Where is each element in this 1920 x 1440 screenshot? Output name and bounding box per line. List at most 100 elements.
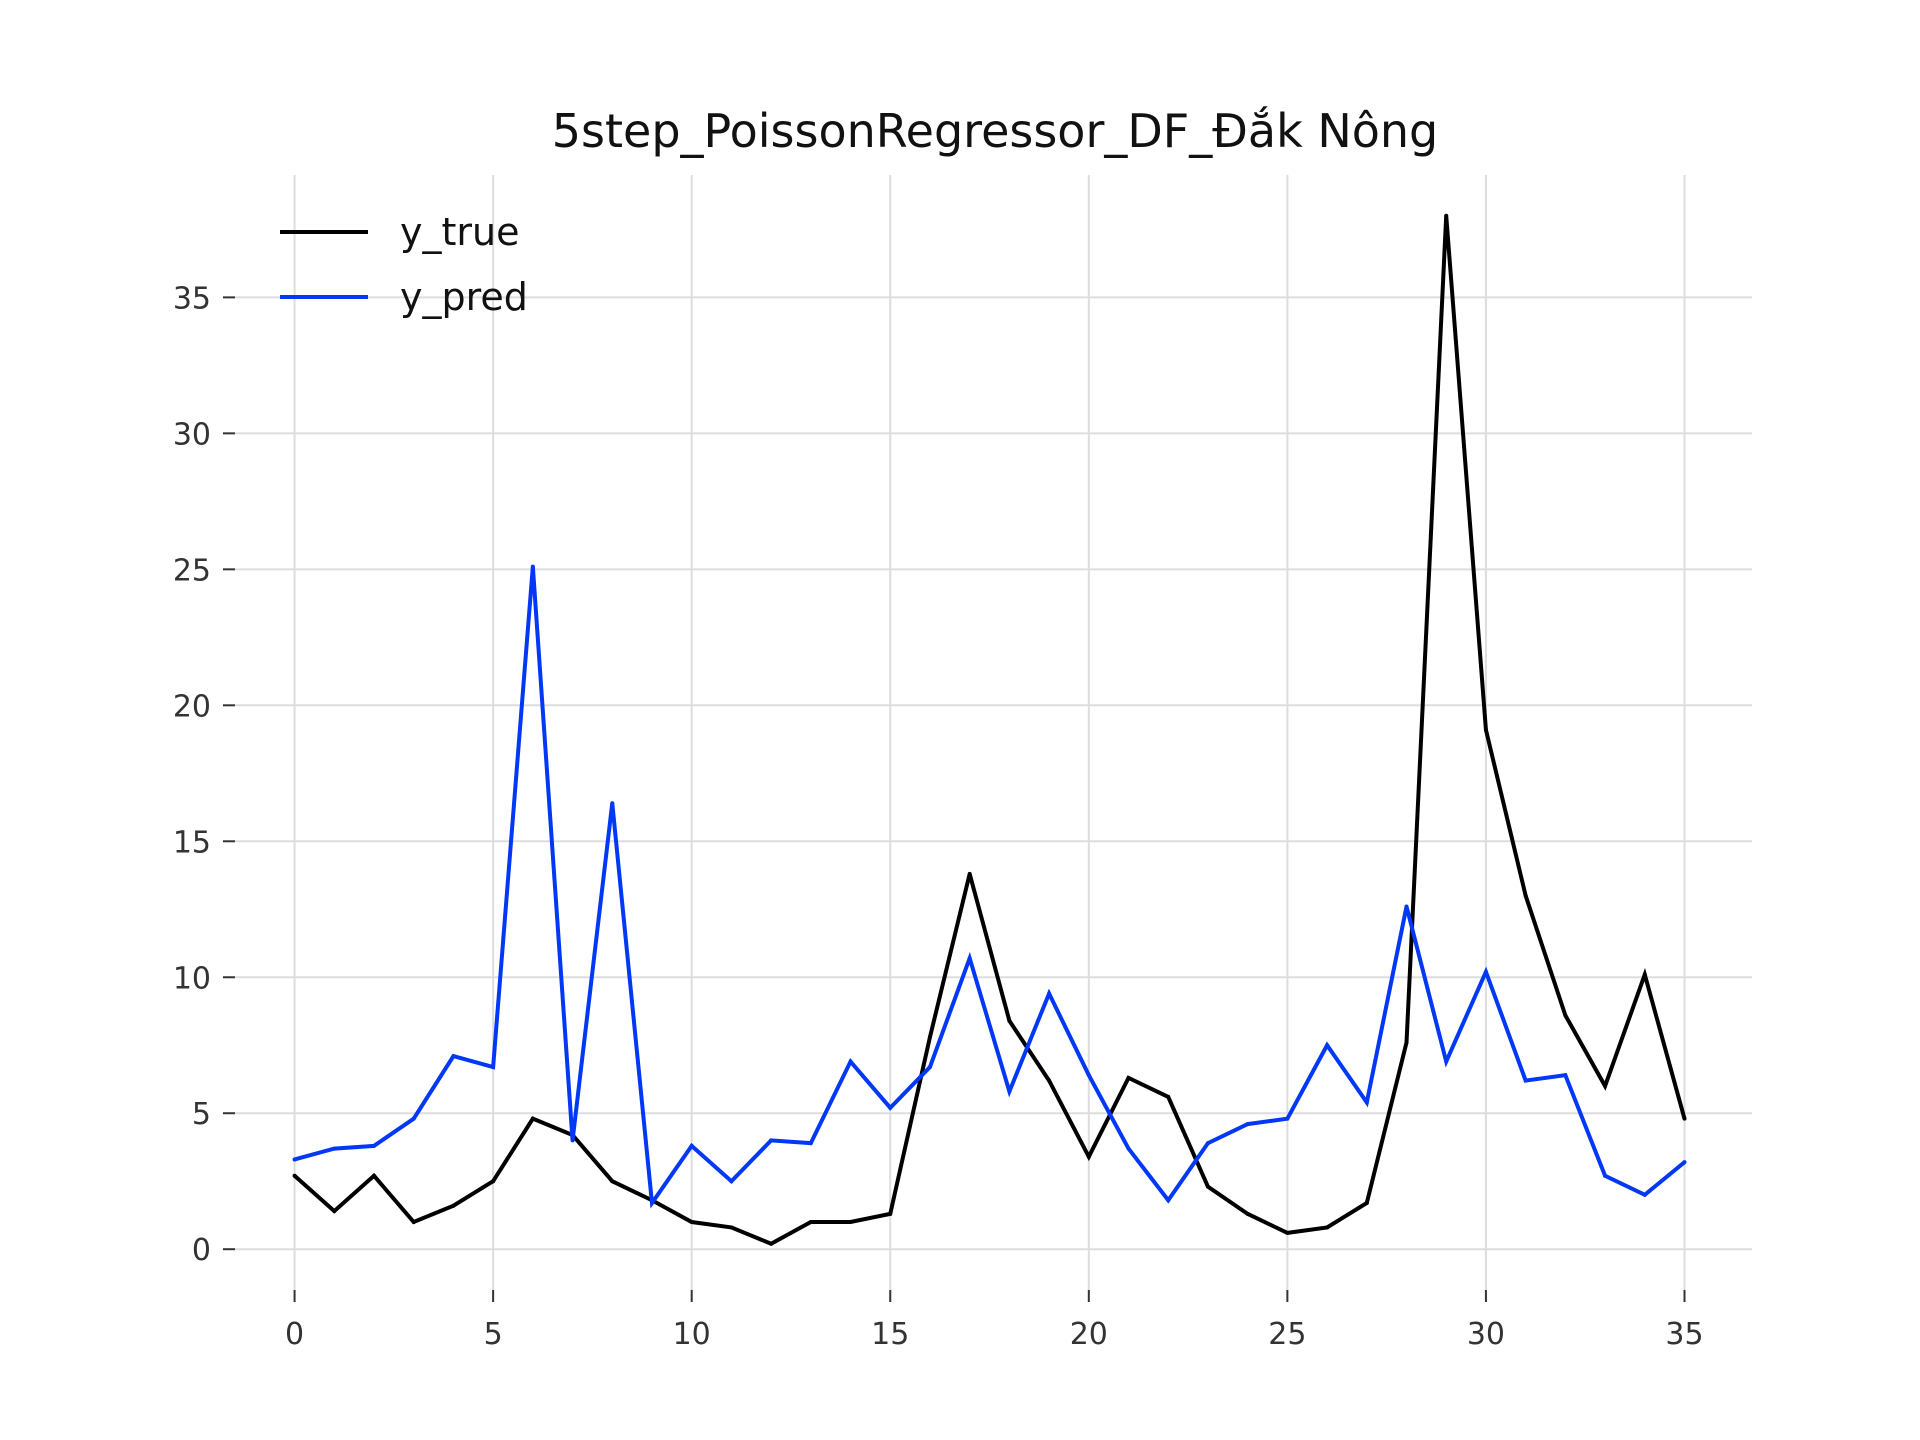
data-point-y_true: [1166, 1094, 1171, 1099]
chart-title: 5step_PoissonRegressor_DF_Đắk Nông: [552, 104, 1439, 158]
y-tick-label: 0: [192, 1233, 211, 1268]
data-point-y_pred: [570, 1138, 575, 1143]
y-tick-label: 35: [173, 281, 211, 316]
x-tick-label: 25: [1268, 1317, 1306, 1352]
y-tick-label: 30: [173, 417, 211, 452]
data-point-y_true: [1563, 1013, 1568, 1018]
data-point-y_true: [451, 1203, 456, 1208]
data-point-y_true: [1682, 1116, 1687, 1121]
data-point-y_true: [1325, 1225, 1330, 1230]
data-point-y_true: [1126, 1075, 1131, 1080]
data-point-y_pred: [1682, 1160, 1687, 1165]
data-point-y_pred: [371, 1143, 376, 1148]
data-point-y_true: [371, 1173, 376, 1178]
data-point-y_pred: [1047, 991, 1052, 996]
data-point-y_pred: [610, 801, 615, 806]
data-point-y_true: [1285, 1230, 1290, 1235]
data-point-y_true: [729, 1225, 734, 1230]
data-point-y_pred: [967, 956, 972, 961]
data-point-y_pred: [729, 1179, 734, 1184]
x-tick-label: 0: [285, 1317, 304, 1352]
data-point-y_true: [1007, 1018, 1012, 1023]
data-point-y_pred: [1404, 904, 1409, 909]
data-point-y_true: [1603, 1084, 1608, 1089]
series-group: [292, 213, 1687, 1246]
data-point-y_pred: [332, 1146, 337, 1151]
legend-item-y_true: y_true: [280, 210, 519, 254]
data-point-y_pred: [888, 1105, 893, 1110]
data-point-y_true: [1483, 727, 1488, 732]
grid: [235, 175, 1752, 1290]
data-point-y_pred: [1563, 1073, 1568, 1078]
data-point-y_pred: [1245, 1122, 1250, 1127]
data-point-y_true: [491, 1179, 496, 1184]
data-point-y_true: [1404, 1040, 1409, 1045]
data-point-y_pred: [769, 1138, 774, 1143]
x-tick-label: 35: [1665, 1317, 1703, 1352]
series-line-y_pred: [294, 566, 1686, 1209]
x-tick-label: 10: [673, 1317, 711, 1352]
data-point-y_pred: [411, 1116, 416, 1121]
data-point-y_pred: [1523, 1078, 1528, 1083]
data-point-y_pred: [1364, 1100, 1369, 1105]
data-point-y_pred: [1603, 1173, 1608, 1178]
data-point-y_pred: [451, 1054, 456, 1059]
data-point-y_true: [967, 871, 972, 876]
data-point-y_pred: [1205, 1141, 1210, 1146]
y-tick-label: 25: [173, 553, 211, 588]
x-tick-label: 30: [1467, 1317, 1505, 1352]
data-point-y_pred: [292, 1157, 297, 1162]
data-point-y_true: [610, 1179, 615, 1184]
y-tick-label: 20: [173, 689, 211, 724]
x-tick-label: 15: [871, 1317, 909, 1352]
data-point-y_true: [1364, 1200, 1369, 1205]
y-tick-label: 10: [173, 961, 211, 996]
data-point-y_true: [332, 1209, 337, 1214]
x-tick-label: 5: [484, 1317, 503, 1352]
data-point-y_pred: [1483, 969, 1488, 974]
y-axis: 0 5 10 15 20 25 30 35: [173, 281, 235, 1268]
data-point-y_true: [411, 1220, 416, 1225]
data-point-y_pred: [1642, 1192, 1647, 1197]
series-y_pred: [292, 564, 1687, 1209]
data-point-y_true: [1086, 1154, 1091, 1159]
data-point-y_pred: [649, 1200, 654, 1205]
data-point-y_true: [1047, 1078, 1052, 1083]
data-point-y_true: [530, 1116, 535, 1121]
y-tick-label: 5: [192, 1097, 211, 1132]
legend-label: y_true: [400, 210, 519, 254]
data-point-y_true: [1642, 972, 1647, 977]
data-point-y_pred: [1126, 1146, 1131, 1151]
data-point-y_true: [689, 1220, 694, 1225]
data-point-y_pred: [1285, 1116, 1290, 1121]
x-axis: 0 5 10 15 20 25 30 35: [285, 1290, 1704, 1352]
data-point-y_true: [888, 1211, 893, 1216]
data-point-y_pred: [491, 1065, 496, 1069]
y-tick-label: 15: [173, 825, 211, 860]
data-point-y_pred: [1086, 1073, 1091, 1078]
series-y_true: [292, 213, 1687, 1246]
series-line-y_true: [293, 215, 1687, 1246]
data-point-y_pred: [689, 1143, 694, 1148]
data-point-y_pred: [927, 1065, 932, 1069]
data-point-y_pred: [530, 564, 535, 569]
data-point-y_true: [808, 1220, 813, 1225]
data-point-y_pred: [1007, 1089, 1012, 1094]
data-point-y_true: [292, 1173, 297, 1178]
data-point-y_true: [1523, 893, 1528, 898]
data-point-y_true: [848, 1220, 853, 1225]
data-point-y_pred: [1325, 1043, 1330, 1048]
data-point-y_true: [1444, 213, 1449, 218]
data-point-y_pred: [808, 1141, 813, 1146]
data-point-y_true: [1245, 1211, 1250, 1216]
legend-item-y_pred: y_pred: [280, 275, 528, 319]
legend: y_true y_pred: [280, 210, 528, 319]
data-point-y_true: [769, 1241, 774, 1246]
data-point-y_pred: [1166, 1198, 1171, 1203]
data-point-y_true: [927, 1035, 932, 1040]
data-point-y_pred: [1444, 1059, 1449, 1064]
legend-label: y_pred: [400, 275, 528, 319]
data-point-y_pred: [848, 1059, 853, 1064]
